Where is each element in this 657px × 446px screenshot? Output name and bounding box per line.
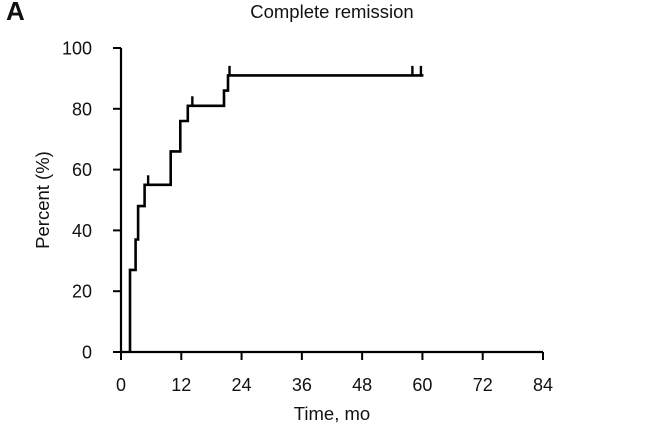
x-axis-label: Time, mo: [293, 403, 371, 424]
y-tick-label: 20: [72, 282, 92, 302]
km-curve: [128, 74, 424, 352]
chart-title: Complete remission: [250, 1, 414, 22]
y-tick-label: 80: [72, 99, 92, 119]
y-tick-label: 60: [72, 160, 92, 180]
x-tick-label: 0: [116, 375, 126, 395]
y-tick-label: 0: [82, 343, 92, 363]
x-tick-label: 84: [533, 375, 553, 395]
panel-label: A: [6, 0, 25, 26]
x-tick-label: 72: [473, 375, 493, 395]
x-tick-label: 24: [232, 375, 252, 395]
x-tick-label: 60: [412, 375, 432, 395]
y-tick-label: 40: [72, 221, 92, 241]
x-tick-label: 48: [352, 375, 372, 395]
x-tick-label: 12: [171, 375, 191, 395]
y-tick-label: 100: [62, 39, 92, 59]
x-tick-label: 36: [292, 375, 312, 395]
